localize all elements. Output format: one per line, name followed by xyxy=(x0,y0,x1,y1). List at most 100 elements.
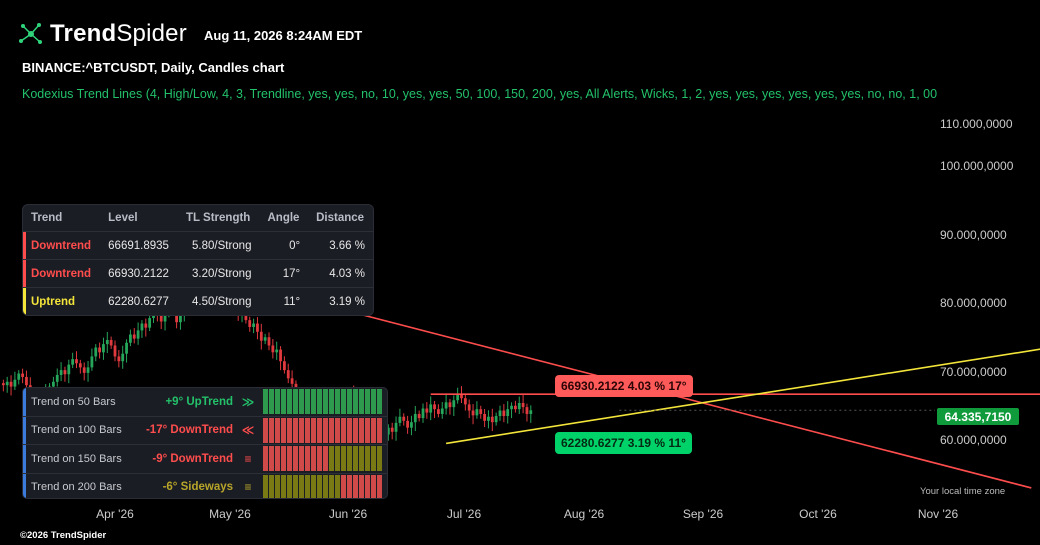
mtf-cell xyxy=(341,417,346,443)
mtf-cell xyxy=(305,446,310,472)
candle-body xyxy=(506,409,510,417)
candle-body xyxy=(9,381,13,387)
candle-body xyxy=(502,410,506,417)
level-cell: 66930.2122 xyxy=(100,259,179,288)
angle-cell: 17° xyxy=(259,259,309,288)
mtf-cell xyxy=(305,389,310,415)
mtf-cell xyxy=(377,417,382,443)
mtf-cell xyxy=(311,389,316,415)
mtf-cell xyxy=(347,474,352,498)
mtf-cell xyxy=(281,446,286,472)
candle-body xyxy=(94,347,98,357)
candle-body xyxy=(433,404,436,410)
candle-body xyxy=(1,383,5,386)
mtf-cell xyxy=(335,389,340,415)
mtf-cell xyxy=(329,474,334,498)
candle-body xyxy=(63,370,67,375)
brand-bold: Trend xyxy=(50,20,117,47)
mtf-value: +9° UpTrend xyxy=(165,395,233,408)
candle-body xyxy=(286,370,290,379)
mtf-cell xyxy=(341,389,346,415)
col-distance: Distance xyxy=(308,205,373,232)
candle-body xyxy=(514,405,517,410)
mtf-cell xyxy=(281,417,286,443)
trendline-table: Trend Level TL Strength Angle Distance D… xyxy=(22,204,374,316)
mtf-cell xyxy=(299,389,304,415)
candle-body xyxy=(136,330,140,339)
mtf-cell xyxy=(377,474,382,498)
candle-body xyxy=(105,339,109,345)
mtf-cell xyxy=(323,417,328,443)
angle-cell: 0° xyxy=(259,231,309,260)
mtf-cell xyxy=(347,446,352,472)
candle-body xyxy=(429,404,433,413)
mtf-cell xyxy=(281,474,286,498)
mtf-cell xyxy=(335,417,340,443)
timestamp: Aug 11, 2026 8:24AM EDT xyxy=(204,28,363,43)
trendspider-logo: TrendSpider xyxy=(18,20,187,48)
strength-cell: 4.50/Strong xyxy=(178,287,260,315)
mtf-cell xyxy=(323,389,328,415)
mtf-cell xyxy=(275,389,280,415)
last-price-tag: 64.335,7150 xyxy=(937,408,1019,425)
mtf-cell xyxy=(317,474,322,498)
level-cell: 66691.8935 xyxy=(100,231,179,260)
table-row: Downtrend 66691.8935 5.80/Strong 0° 3.66… xyxy=(23,231,373,260)
mtf-cell xyxy=(323,474,328,498)
mtf-cell xyxy=(329,446,334,472)
candle-body xyxy=(517,403,521,410)
mtf-cell xyxy=(311,474,316,498)
candle-body xyxy=(448,402,452,408)
x-tick-label: Nov '26 xyxy=(917,507,959,521)
candle-body xyxy=(175,311,178,323)
mtf-cell xyxy=(311,446,316,472)
mtf-cell xyxy=(359,417,364,443)
candle-body xyxy=(271,345,275,353)
mtf-cell xyxy=(263,474,268,498)
mtf-cells xyxy=(263,417,383,443)
candle-body xyxy=(263,337,267,341)
resistance-label: 66930.2122 4.03 % 17° xyxy=(555,375,693,397)
candle-body xyxy=(98,347,101,353)
candle-body xyxy=(279,349,282,362)
mtf-cell xyxy=(269,474,274,498)
candle-body xyxy=(467,404,471,411)
timezone-label: Your local time zone xyxy=(920,486,1006,497)
candle-body xyxy=(490,416,494,423)
mtf-cell xyxy=(293,417,298,443)
candle-body xyxy=(259,331,263,341)
candle-body xyxy=(460,394,463,399)
candle-body xyxy=(78,363,82,368)
mtf-cell xyxy=(269,389,274,415)
candle-body xyxy=(5,381,9,386)
candle-body xyxy=(59,370,63,375)
copyright: ©2026 TrendSpider xyxy=(20,530,107,541)
mtf-value: -17° DownTrend xyxy=(145,424,233,437)
x-tick-label: May '26 xyxy=(209,507,251,521)
mtf-cell xyxy=(323,446,328,472)
x-tick-label: Sep '26 xyxy=(682,507,724,521)
candle-body xyxy=(444,402,448,409)
mtf-cell xyxy=(299,446,304,472)
x-tick-label: Apr '26 xyxy=(96,507,134,521)
candle-body xyxy=(52,381,55,387)
candle-body xyxy=(529,410,533,414)
mtf-cell xyxy=(365,389,370,415)
mtf-cell xyxy=(371,417,376,443)
candle-body xyxy=(483,413,486,421)
brand-light: Spider xyxy=(116,20,187,47)
mtf-cell xyxy=(287,389,292,415)
candle-body xyxy=(456,394,460,401)
candle-body xyxy=(163,313,167,322)
mtf-cell xyxy=(371,474,376,498)
x-tick-label: Jun '26 xyxy=(328,507,368,521)
candle-body xyxy=(421,408,425,419)
candle-body xyxy=(521,403,525,408)
candle-body xyxy=(471,410,475,416)
candle-body xyxy=(283,361,286,371)
candle-body xyxy=(13,379,17,387)
mtf-cell xyxy=(317,389,322,415)
indicator-legend[interactable]: Kodexius Trend Lines (4, High/Low, 4, 3,… xyxy=(22,87,938,101)
mtf-cell xyxy=(293,389,298,415)
candle-body xyxy=(86,367,90,373)
